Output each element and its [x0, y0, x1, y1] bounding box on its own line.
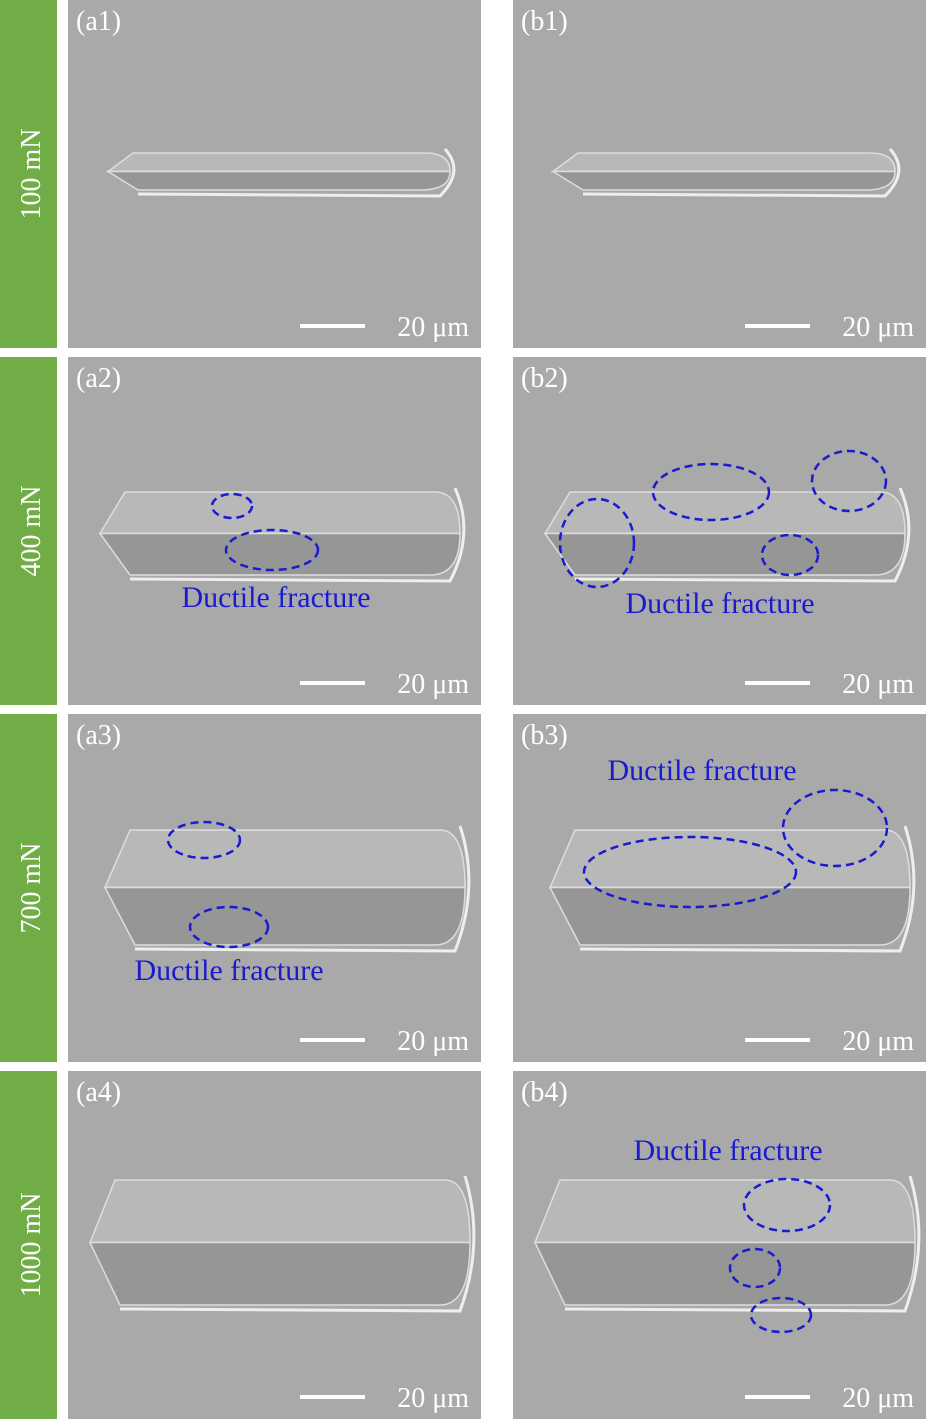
highlight-ellipse — [728, 1247, 782, 1289]
scratch-lower — [98, 532, 461, 576]
panel-label: (b3) — [521, 720, 568, 751]
sem-panel: (b2) 20 μm — [513, 357, 926, 705]
load-label: 700 mN — [16, 843, 47, 934]
scratch-shadow — [134, 825, 471, 953]
scale-bar-label: 20 μm — [842, 1026, 914, 1057]
scratch-upper — [98, 491, 461, 535]
sem-panel: (a3) 20 μm — [68, 714, 481, 1062]
scratch-shadow — [137, 148, 456, 198]
scratch-upper — [550, 152, 896, 173]
panel-label: (a2) — [76, 363, 121, 394]
highlight-ellipse — [166, 820, 242, 860]
scratch-upper — [88, 1179, 471, 1244]
highlight-ellipse — [749, 1296, 813, 1334]
highlight-ellipse — [651, 462, 771, 522]
load-band — [0, 0, 57, 348]
load-label: 400 mN — [16, 486, 47, 577]
scale-bar-label: 20 μm — [397, 1383, 469, 1414]
scratch-upper — [548, 829, 911, 889]
scratch-lower — [543, 532, 906, 576]
scratch-upper — [533, 1179, 916, 1244]
scratch-shadow — [129, 487, 466, 583]
load-band — [0, 1071, 57, 1419]
sem-panel: (b4) 20 μm — [513, 1071, 926, 1419]
scratch-shadow — [582, 148, 901, 198]
scratch-lower — [105, 170, 451, 191]
panel-label: (a3) — [76, 720, 121, 751]
highlight-ellipse — [224, 528, 320, 572]
sem-panel: (a4) 20 μm — [68, 1071, 481, 1419]
annotation: Ductile fracture — [607, 754, 796, 787]
scratch-shadow — [564, 1175, 921, 1313]
panel-label: (b2) — [521, 363, 568, 394]
scratch-lower — [533, 1241, 916, 1306]
scratch-upper — [543, 491, 906, 535]
scratch-shadow — [574, 487, 911, 583]
scale-bar-label: 20 μm — [397, 312, 469, 343]
scratch-lower — [88, 1241, 471, 1306]
highlight-ellipse — [742, 1177, 832, 1233]
scratch-lower — [550, 170, 896, 191]
sem-panel: (b1) 20 μm — [513, 0, 926, 348]
panel-label: (a1) — [76, 6, 121, 37]
annotation: Ductile fracture — [625, 587, 814, 620]
load-label: 1000 mN — [16, 1193, 47, 1298]
highlight-ellipse — [760, 533, 820, 577]
highlight-ellipse — [810, 449, 888, 513]
annotation: Ductile fracture — [633, 1134, 822, 1167]
panel-label: (a4) — [76, 1077, 121, 1108]
scratch-lower — [548, 886, 911, 946]
scratch-upper — [105, 152, 451, 173]
highlight-ellipse — [210, 492, 254, 520]
annotation: Ductile fracture — [134, 954, 323, 987]
scale-bar-label: 20 μm — [842, 1383, 914, 1414]
scratch-lower — [103, 886, 466, 946]
scratch-upper — [103, 829, 466, 889]
panel-label: (b4) — [521, 1077, 568, 1108]
sem-panel: (b3) 20 μm — [513, 714, 926, 1062]
highlight-ellipse — [558, 497, 636, 589]
annotation: Ductile fracture — [181, 581, 370, 614]
load-band — [0, 357, 57, 705]
load-label: 100 mN — [16, 129, 47, 220]
scale-bar-label: 20 μm — [842, 669, 914, 700]
load-band — [0, 714, 57, 1062]
highlight-ellipse — [582, 835, 798, 909]
scratch-shadow — [579, 825, 916, 953]
highlight-ellipse — [188, 905, 270, 949]
highlight-ellipse — [781, 788, 889, 868]
panel-label: (b1) — [521, 6, 568, 37]
scratch-shadow — [119, 1175, 476, 1313]
scale-bar-label: 20 μm — [842, 312, 914, 343]
scale-bar-label: 20 μm — [397, 669, 469, 700]
scale-bar-label: 20 μm — [397, 1026, 469, 1057]
sem-panel: (a1) 20 μm — [68, 0, 481, 348]
